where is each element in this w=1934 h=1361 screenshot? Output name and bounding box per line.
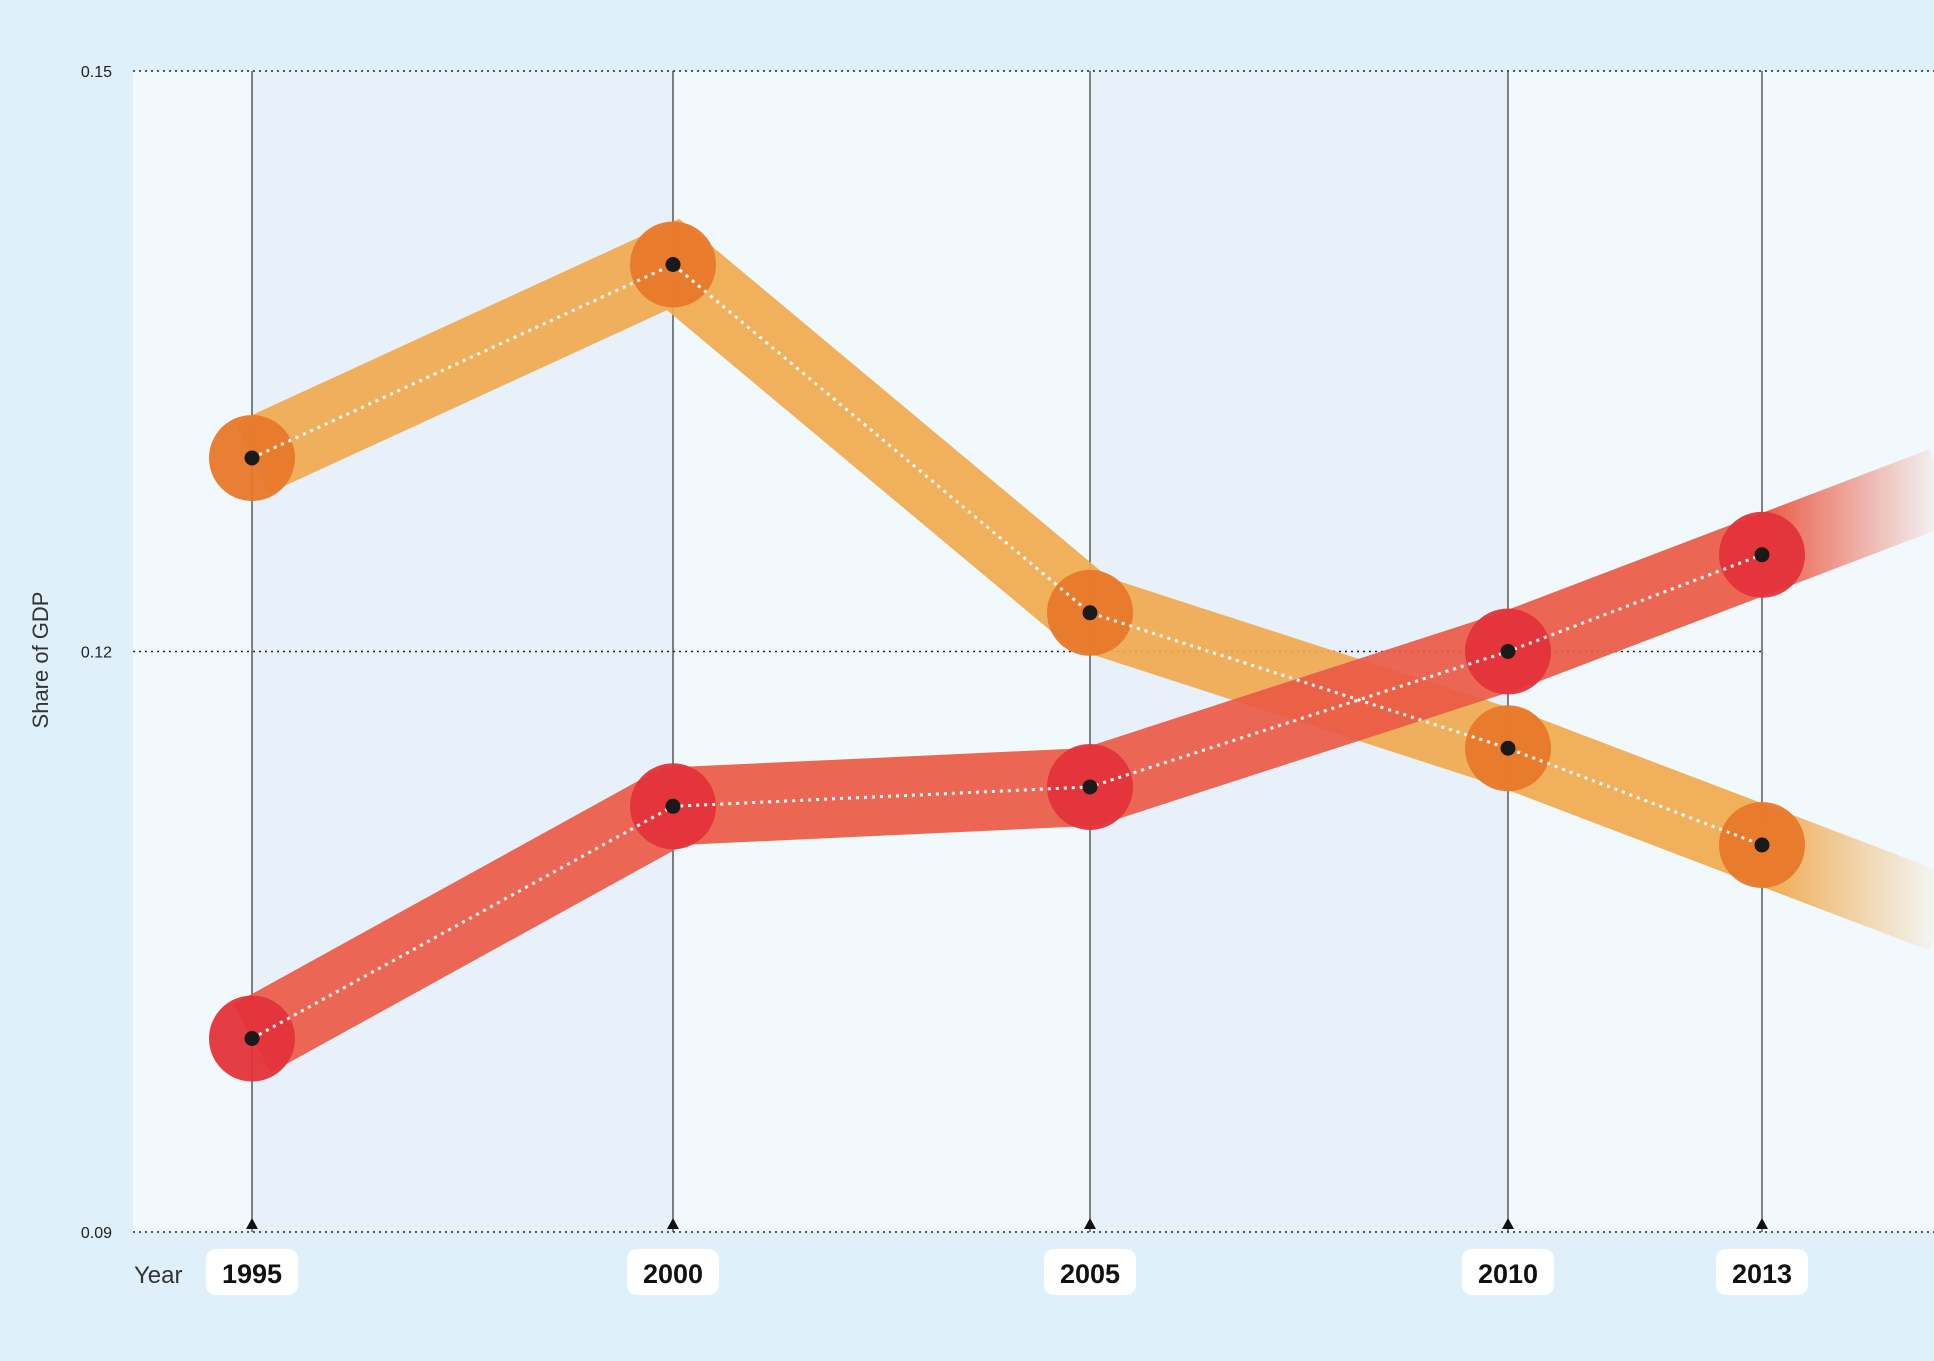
data-point-dot	[1082, 779, 1098, 795]
x-tick-label: 2000	[643, 1259, 703, 1289]
x-tick-pill	[1462, 1249, 1554, 1295]
x-tick-label: 2010	[1478, 1259, 1538, 1289]
data-point-dot	[1500, 644, 1516, 659]
series-dotted-line	[251, 262, 1763, 847]
x-tick-label: 2005	[1060, 1259, 1120, 1289]
x-tick-pill	[627, 1249, 719, 1295]
x-axis-label: Year	[134, 1262, 183, 1289]
y-tick-label: 0.12	[81, 645, 112, 662]
x-tick-pill	[1716, 1249, 1808, 1295]
tick-triangle-icon	[667, 1218, 679, 1229]
data-point-dot	[244, 450, 260, 466]
band	[252, 71, 673, 1232]
data-point-dot	[244, 1031, 260, 1046]
data-point-dot	[1754, 547, 1770, 563]
y-tick-label: 0.09	[81, 1225, 112, 1242]
data-point-dot	[1082, 605, 1098, 621]
data-point-dot	[1754, 837, 1770, 853]
x-tick-pill	[1044, 1249, 1136, 1295]
x-tick-label: 1995	[222, 1259, 282, 1289]
tick-triangle-icon	[1084, 1218, 1096, 1229]
y-axis-label: Share of GDP	[28, 592, 53, 729]
x-tick-label: 2013	[1732, 1259, 1792, 1289]
tick-triangle-icon	[1502, 1218, 1514, 1229]
series-dotted-lines	[244, 257, 1770, 1046]
tick-triangle-icon	[246, 1218, 258, 1229]
x-tick-pill	[206, 1249, 298, 1295]
y-tick-label: 0.15	[81, 64, 112, 81]
data-point-dot	[665, 798, 681, 814]
x-axis-ticks: 1995 2000 2005 2010 2013	[206, 1249, 1808, 1295]
tick-triangle-icon	[1756, 1218, 1768, 1229]
data-point-dot	[665, 257, 681, 272]
y-axis-ticks: 0.15 0.12 0.09	[81, 64, 112, 1242]
data-point-dot	[1500, 740, 1516, 756]
